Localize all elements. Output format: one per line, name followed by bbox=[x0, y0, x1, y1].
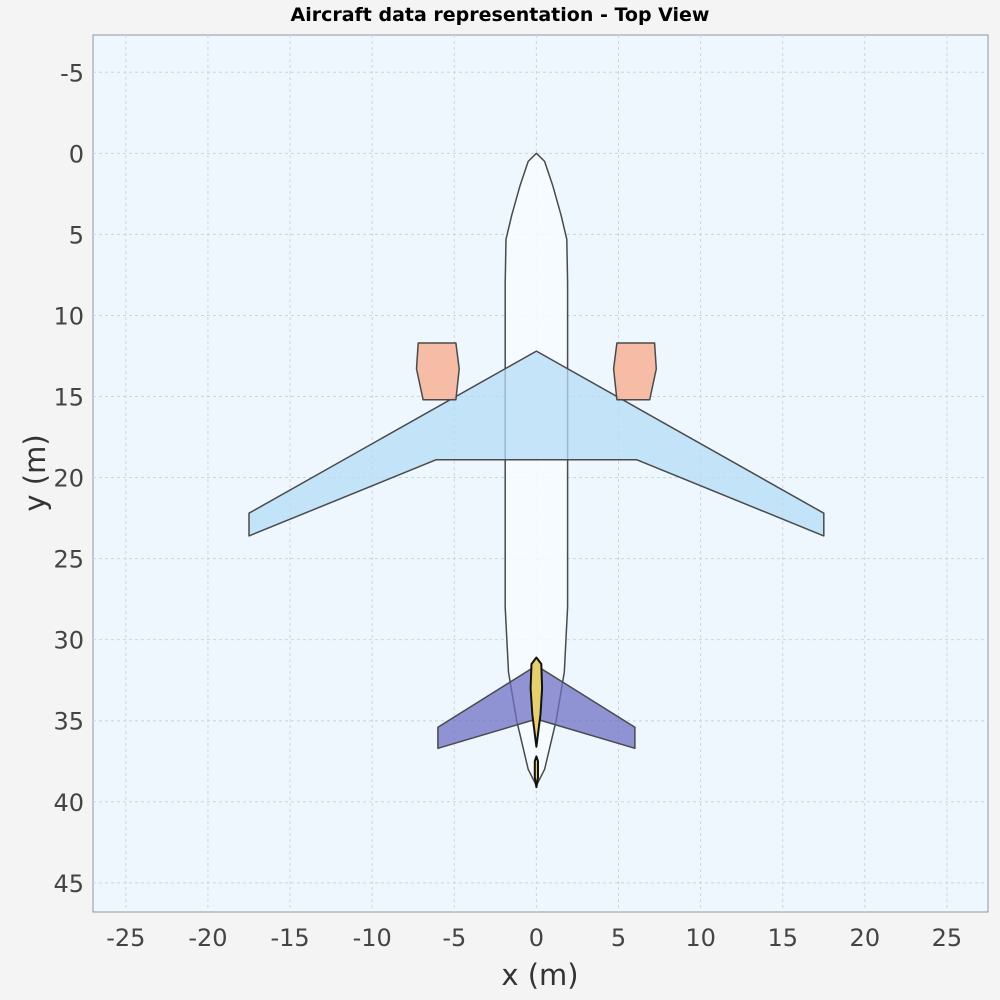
x-tick-label: 10 bbox=[685, 924, 716, 952]
y-tick-label: -5 bbox=[60, 59, 84, 87]
y-tick-label: 35 bbox=[53, 708, 84, 736]
y-tick-label: 15 bbox=[53, 383, 84, 411]
y-tick-label: 5 bbox=[69, 221, 84, 249]
aircraft-shapes bbox=[248, 152, 825, 789]
x-tick-label: -5 bbox=[442, 924, 466, 952]
vertical-tail-shape bbox=[529, 656, 544, 748]
x-axis-label: x (m) bbox=[501, 958, 578, 992]
y-tick-label: 45 bbox=[53, 870, 84, 898]
x-tick-label: -25 bbox=[106, 924, 145, 952]
x-tick-label: 0 bbox=[529, 924, 544, 952]
y-axis-ticks: -5 0 5 10 15 20 25 30 35 40 45 bbox=[53, 59, 84, 898]
chart-title: Aircraft data representation - Top View bbox=[290, 4, 709, 26]
wing-shape bbox=[248, 350, 825, 537]
nacelle-left-shape bbox=[415, 342, 460, 401]
nacelle-right-shape bbox=[612, 342, 658, 401]
x-tick-label: 25 bbox=[932, 924, 963, 952]
y-tick-label: 30 bbox=[53, 627, 84, 655]
tail-tip-shape bbox=[533, 755, 539, 789]
y-tick-label: 20 bbox=[53, 465, 84, 493]
grid-lines bbox=[93, 35, 988, 912]
y-tick-label: 25 bbox=[53, 546, 84, 574]
y-tick-label: 40 bbox=[53, 789, 84, 817]
x-tick-label: 5 bbox=[611, 924, 626, 952]
x-tick-label: 20 bbox=[850, 924, 881, 952]
x-tick-label: -10 bbox=[353, 924, 392, 952]
x-tick-label: -20 bbox=[188, 924, 227, 952]
y-tick-label: 10 bbox=[53, 302, 84, 330]
y-axis-label: y (m) bbox=[18, 434, 52, 511]
x-axis-ticks: -25 -20 -15 -10 -5 0 5 10 15 20 25 bbox=[106, 924, 962, 952]
x-tick-label: 15 bbox=[767, 924, 798, 952]
x-tick-label: -15 bbox=[270, 924, 309, 952]
y-tick-label: 0 bbox=[69, 140, 84, 168]
